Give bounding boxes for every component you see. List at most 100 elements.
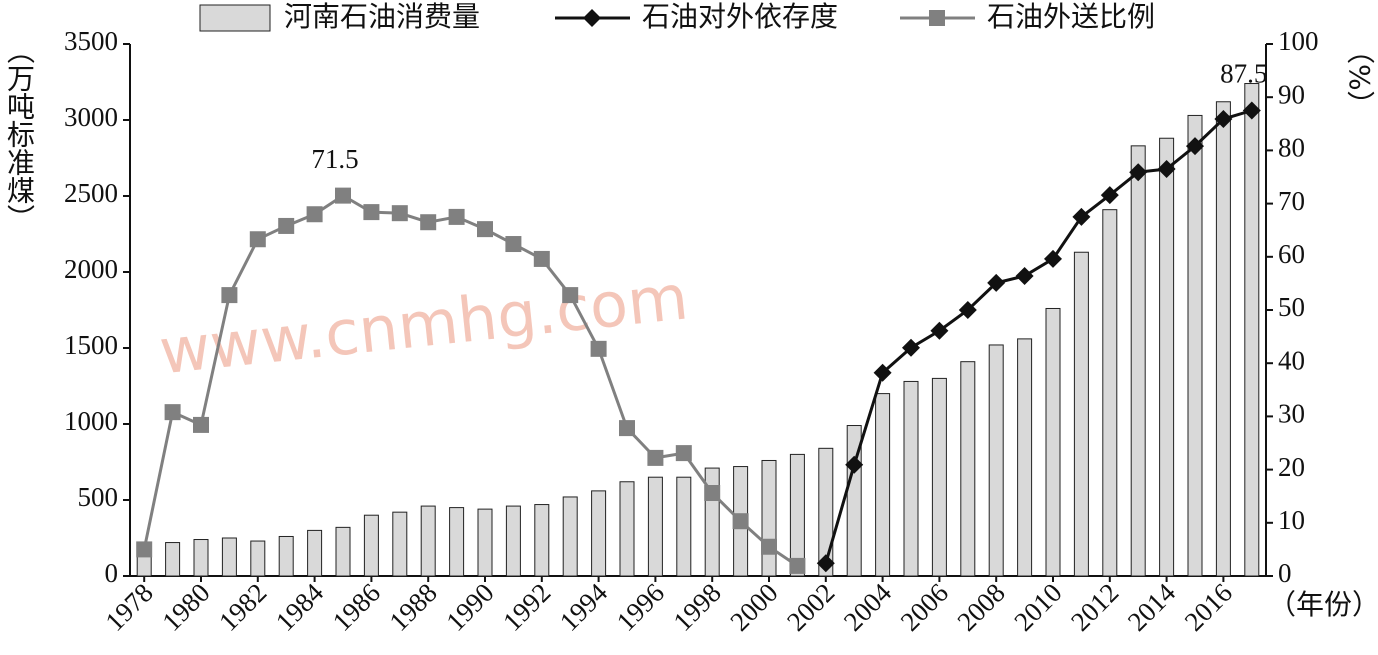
line-marker [193,416,209,433]
line-marker [562,287,579,304]
y2-tick-label: 20 [1278,452,1305,482]
legend-marker [583,9,601,27]
line [824,109,1253,564]
bar [789,453,805,577]
line-marker [363,204,380,221]
line-marker [647,449,664,466]
bar [335,526,351,577]
x-axis-title: （年份） [1268,588,1378,621]
y2-tick-label: 30 [1278,399,1305,429]
line-marker [306,206,323,223]
line-marker [1015,266,1034,285]
y-tick-label: 3000 [64,102,118,132]
y2-tick-label: 80 [1278,133,1305,163]
data-label: 71.5 [311,144,358,174]
x-tick-label: 1992 [497,577,556,636]
x-tick-label: 2004 [838,577,898,637]
y2-axis-title: （%） [1343,36,1376,119]
bar [1159,137,1175,577]
line-marker [1242,101,1261,120]
legend-marker [929,10,945,26]
y-tick-label: 2000 [64,254,118,284]
line-marker [164,404,181,421]
line-marker [761,538,777,555]
x-tick-label: 1988 [383,577,442,636]
y2-tick-label: 10 [1278,505,1305,535]
bar [1187,114,1203,577]
line-marker [1186,137,1204,156]
x-tick-label: 2006 [895,577,954,636]
bar [165,542,181,577]
bar [420,505,436,577]
line-marker [278,217,295,234]
line-marker [1072,207,1091,226]
line-marker [136,541,153,558]
y-tick-label: 2500 [64,178,118,208]
x-tick-label: 2000 [724,577,783,636]
legend-label: 石油对外依存度 [642,0,838,33]
y2-tick-label: 60 [1278,239,1305,269]
y2-tick-label: 100 [1278,26,1319,56]
y2-tick-label: 0 [1278,558,1292,588]
bar [477,508,493,577]
bar [591,490,607,577]
line [142,193,799,568]
bar [931,377,947,577]
x-tick-label: 1994 [554,577,614,637]
bar [221,537,237,577]
line-marker [845,455,864,474]
line-marker [448,208,465,225]
x-tick-label: 1986 [327,577,386,636]
line-marker [533,250,550,267]
y-tick-label: 1500 [64,330,118,360]
bar [619,481,635,577]
line-marker [1100,186,1119,205]
line-marker [619,420,635,437]
x-tick-label: 1980 [156,577,215,636]
x-tick-label: 2008 [951,577,1010,636]
bar [988,344,1004,577]
bar [1045,307,1061,577]
bar [903,380,919,577]
line-marker [1044,249,1062,268]
line-marker [477,221,493,238]
bar [960,361,976,577]
line-marker [221,287,238,304]
y2-tick-label: 70 [1278,186,1305,216]
x-tick-label: 1996 [611,577,670,636]
y-axis-title: （万吨标准煤） [3,36,36,232]
bar [307,529,323,577]
legend-swatch [199,4,271,32]
line-marker [675,445,692,462]
bar [875,393,891,577]
bar [392,511,408,577]
legend-label: 河南石油消费量 [284,0,480,33]
bar [761,459,777,577]
bar [676,476,692,577]
x-tick-label: 2016 [1179,577,1238,636]
bar [1073,251,1089,577]
line-marker [732,513,749,530]
line-marker [249,231,266,248]
x-tick-label: 2010 [1008,577,1067,636]
line-marker [335,187,351,204]
bar [1130,145,1146,577]
x-tick-label: 1984 [270,577,330,637]
x-tick-label: 2002 [781,577,840,636]
bar [505,505,521,577]
bar [1102,209,1118,577]
bar [647,476,663,577]
x-tick-label: 2012 [1065,577,1124,636]
y-tick-label: 1000 [64,406,118,436]
y2-tick-label: 90 [1278,79,1305,109]
line-marker [930,321,949,340]
bar [250,540,266,577]
line-marker [505,236,522,253]
line-marker [958,301,977,319]
y-tick-label: 3500 [64,26,118,56]
line-marker [902,338,920,357]
bar [1244,83,1260,577]
x-tick-label: 2014 [1122,577,1182,637]
x-tick-label: 1998 [667,577,726,636]
